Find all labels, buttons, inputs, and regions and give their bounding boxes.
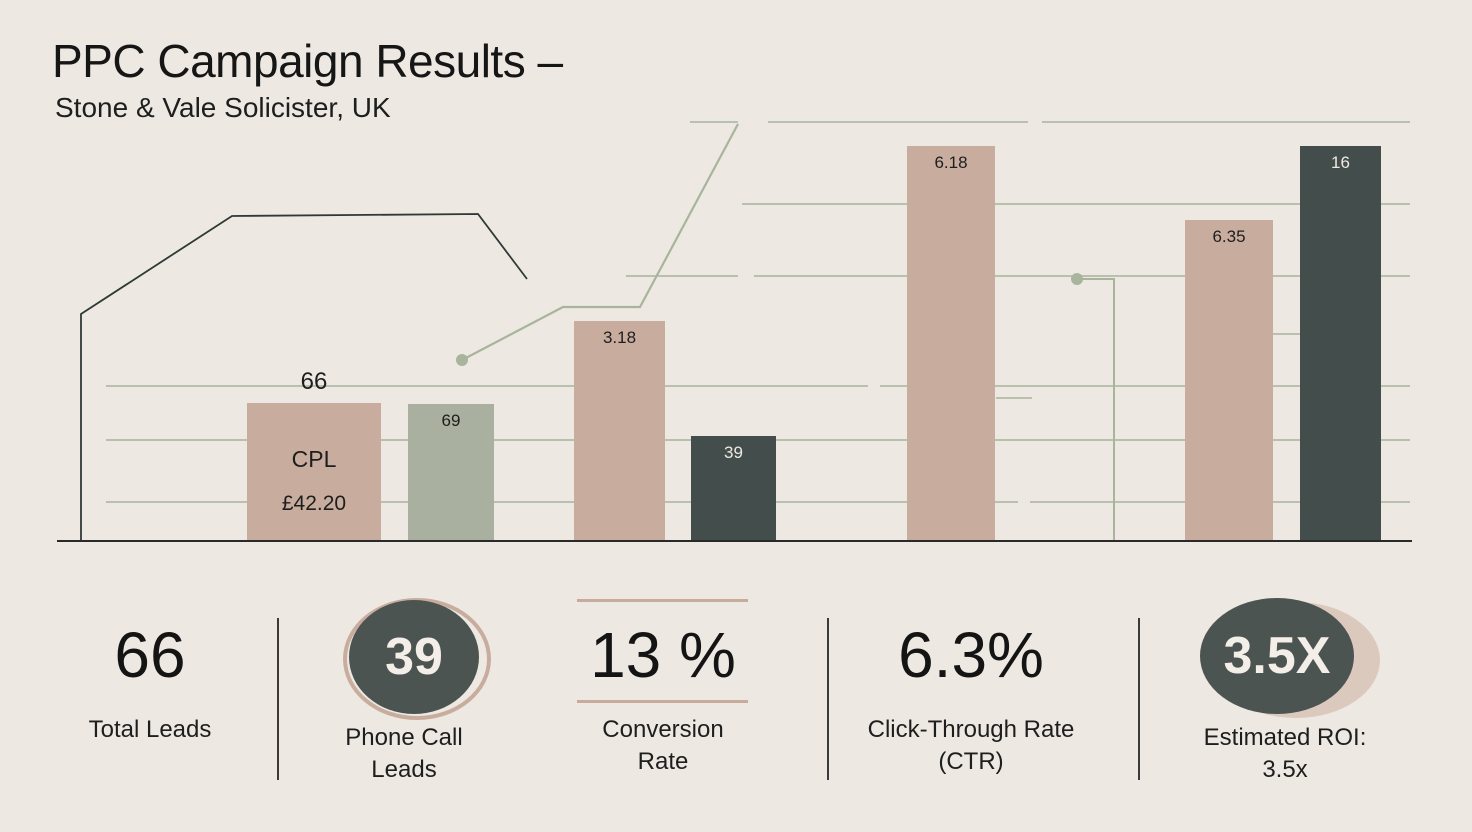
kpi-label: Conversion Rate	[602, 716, 724, 775]
kpi-rule-top	[577, 599, 748, 602]
kpi-phone-call-leads: 39 Phone Call Leads	[318, 598, 491, 786]
kpi-value: 6.3%	[898, 619, 1044, 691]
trend-line	[461, 123, 739, 361]
kpi-estimated-roi: 3.5X Estimated ROI: 3.5x	[1190, 598, 1380, 786]
bar-chart: 66 CPL £42.20 69 3.18 39 6.18 6.35 16	[57, 121, 1412, 542]
trend-point	[456, 354, 468, 366]
bar-value-label: 3.18	[603, 328, 636, 347]
kpi-value-bubble: 3.5X	[1200, 598, 1354, 714]
bar	[408, 404, 494, 540]
page-title: PPC Campaign Results –	[52, 35, 563, 87]
bar-inner-value: £42.20	[282, 492, 346, 515]
bar-value-label: 6.35	[1212, 227, 1245, 246]
bar	[691, 436, 776, 540]
kpi-label: Click-Through Rate (CTR)	[867, 716, 1075, 775]
connector-line	[1077, 278, 1115, 540]
kpi-conversion-rate: 13 % Conversion Rate	[570, 600, 756, 778]
bar-inner-label: CPL	[292, 446, 337, 472]
connector-point	[1071, 273, 1083, 285]
kpi-divider	[827, 618, 829, 780]
kpi-divider	[277, 618, 279, 780]
kpi-value: 13 %	[590, 619, 736, 691]
kpi-total-leads: 66 Total Leads	[60, 600, 240, 746]
bar	[247, 403, 381, 540]
bar	[1185, 220, 1273, 540]
bar-value-label: 16	[1331, 153, 1350, 172]
kpi-divider	[1138, 618, 1140, 780]
kpi-label: Estimated ROI: 3.5x	[1203, 724, 1367, 783]
kpi-click-through-rate: 6.3% Click-Through Rate (CTR)	[860, 600, 1082, 778]
bar-value-label: 6.18	[934, 153, 967, 172]
bar-value-label: 39	[724, 443, 743, 462]
bar-value-label: 66	[301, 368, 328, 395]
bar	[907, 146, 995, 540]
kpi-value: 66	[114, 619, 186, 691]
page-subtitle: Stone & Vale Solicister, UK	[55, 92, 391, 123]
trend-line	[80, 213, 528, 540]
bar	[574, 321, 665, 540]
kpi-value-bubble: 39	[349, 600, 479, 714]
kpi-rule-bottom	[577, 700, 748, 703]
kpi-label: Total Leads	[88, 716, 212, 743]
bar	[1300, 146, 1381, 540]
kpi-label: Phone Call Leads	[345, 724, 463, 783]
bar-value-label: 69	[442, 411, 461, 430]
